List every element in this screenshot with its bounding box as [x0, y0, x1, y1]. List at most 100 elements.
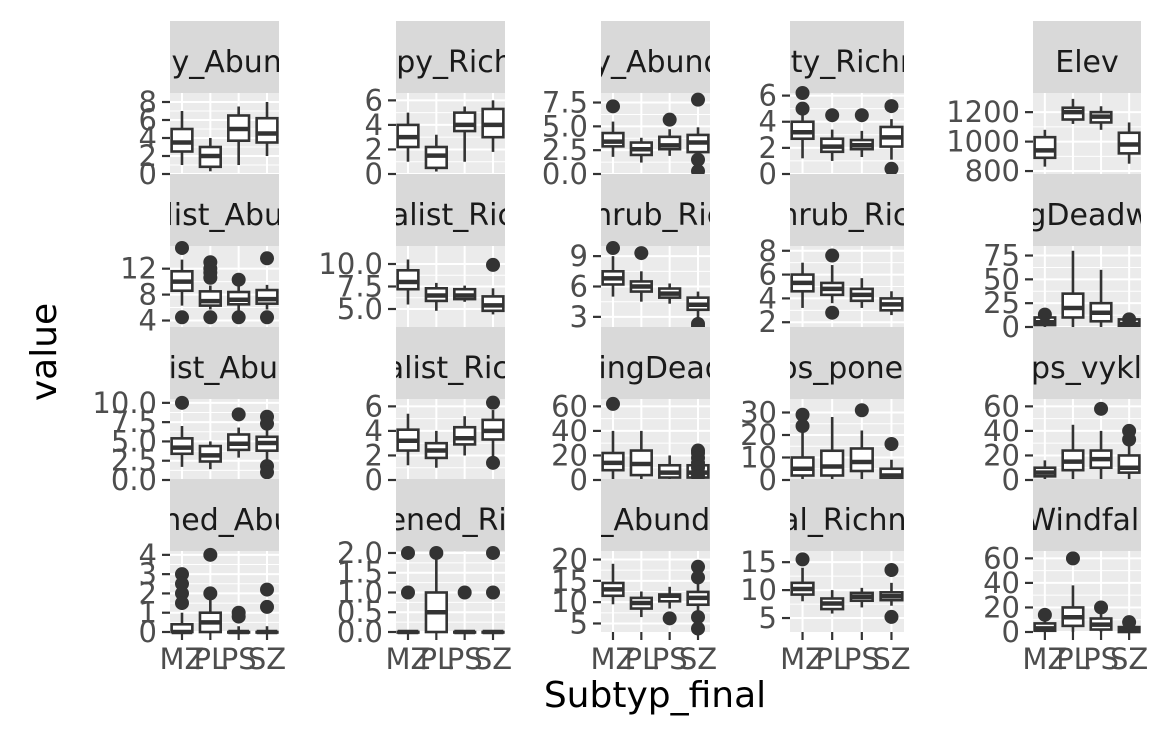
box-iqr	[1117, 454, 1141, 474]
outlier-point	[231, 272, 246, 287]
facet-strip	[1033, 21, 1141, 93]
x-tick-label: MZ	[780, 642, 825, 676]
box-iqr	[820, 449, 845, 477]
x-axis-title: Subtyp_final	[544, 675, 766, 716]
outlier-point	[691, 559, 706, 574]
facet-panel: Cavity_Abundance 0.02.55.07.5	[542, 21, 710, 191]
boxplot-PL	[820, 417, 845, 480]
y-tick-label: 0.0	[111, 463, 157, 497]
outlier-point	[1122, 615, 1137, 630]
y-tick-label: 50	[983, 262, 1020, 296]
y-tick-label: 40	[551, 414, 588, 448]
y-tick-label: 30	[740, 396, 777, 430]
boxplot-MZ	[601, 396, 625, 480]
facet-panel: Generalist_Richness 5.07.510.0	[318, 174, 505, 327]
facet-grid: Canopy_Abundance02468Canopy_Richness0246…	[92, 21, 1164, 676]
boxplot-MZ	[601, 99, 625, 157]
facet-strip	[601, 174, 710, 246]
panel-background	[1033, 551, 1141, 632]
y-tick-label: 2	[365, 438, 383, 472]
boxplot-PL	[424, 282, 448, 311]
y-tick-label: 15	[551, 564, 588, 598]
facet-strip	[790, 479, 904, 551]
facet-strip-label: LyingDeadwood	[968, 198, 1164, 233]
outlier-point	[260, 465, 275, 480]
outlier-point	[691, 92, 706, 107]
outlier-point	[795, 419, 810, 433]
x-tick-label: PL	[1056, 642, 1090, 676]
outlier-point	[795, 101, 810, 116]
outlier-point	[691, 621, 706, 636]
outlier-point	[486, 257, 501, 272]
facet-strip	[601, 21, 710, 93]
y-tick-label: 4	[365, 414, 383, 448]
boxplot-PS	[1089, 600, 1113, 632]
x-tick-label: PS	[652, 642, 688, 676]
y-tick-label: 20	[983, 438, 1020, 472]
y-tick-label: 0	[1002, 615, 1020, 649]
boxplot-PL	[629, 137, 653, 163]
y-tick-label: 2	[139, 139, 157, 173]
outlier-point	[174, 596, 189, 611]
boxplot-PL	[629, 430, 653, 480]
y-tick-label: 0	[1002, 310, 1020, 344]
y-tick-label: 20	[740, 418, 777, 452]
outlier-point	[825, 108, 840, 123]
outlier-point	[884, 99, 899, 114]
y-tick-label: 9	[570, 239, 588, 273]
outlier-point	[260, 251, 275, 266]
boxplot-PL	[820, 590, 845, 614]
boxplot-PS	[1089, 269, 1113, 327]
boxplot-PS	[658, 283, 682, 304]
outlier-point	[429, 545, 444, 560]
boxplot-PL	[198, 441, 222, 470]
boxplot-PL	[820, 108, 845, 161]
boxplot-SZ	[255, 251, 279, 325]
x-tick-label: PL	[815, 642, 849, 676]
x-tick-label: SZ	[1110, 642, 1148, 676]
facet-strip	[170, 21, 279, 93]
x-tick-label: PS	[844, 642, 880, 676]
boxplot-SZ	[481, 257, 505, 315]
y-tick-label: 2.5	[111, 444, 157, 478]
y-tick-label: 5.0	[111, 424, 157, 458]
boxplot-SZ	[481, 395, 505, 470]
y-tick-label: 1200	[946, 95, 1020, 129]
y-tick-label: 5	[759, 601, 777, 635]
y-tick-label: 25	[983, 286, 1020, 320]
boxplot-PS	[453, 416, 477, 456]
boxplot-MZ	[396, 413, 420, 466]
boxplot-PS	[453, 106, 477, 162]
y-tick-label: 800	[965, 154, 1020, 188]
y-tick-label: 5.0	[337, 292, 383, 326]
boxplot-PL	[424, 134, 448, 172]
y-tick-label: 0	[570, 463, 588, 497]
boxplot-PS	[849, 403, 874, 480]
boxplot-PS	[658, 455, 682, 480]
boxplot-PL	[424, 430, 448, 468]
outlier-point	[795, 407, 810, 422]
y-tick-label: 0	[759, 157, 777, 191]
facet-strip-label: Cavity_Richness	[725, 45, 968, 80]
y-tick-label: 20	[983, 590, 1020, 624]
boxplot-MZ	[170, 111, 194, 165]
y-tick-label: 40	[983, 566, 1020, 600]
outlier-point	[854, 108, 869, 123]
x-tick-label: PS	[1083, 642, 1119, 676]
boxplot-PS	[658, 586, 682, 626]
outlier-point	[662, 112, 677, 127]
y-tick-label: 0	[1002, 463, 1020, 497]
y-tick-label: 6	[365, 83, 383, 117]
facet-strip-label: StandingDeadtrees	[511, 351, 800, 386]
outlier-point	[174, 576, 189, 591]
boxplot-SZ	[1117, 615, 1141, 634]
outlier-point	[884, 437, 899, 451]
facet-strip-label: Total_Abundance	[527, 503, 782, 538]
outlier-point	[691, 570, 706, 585]
